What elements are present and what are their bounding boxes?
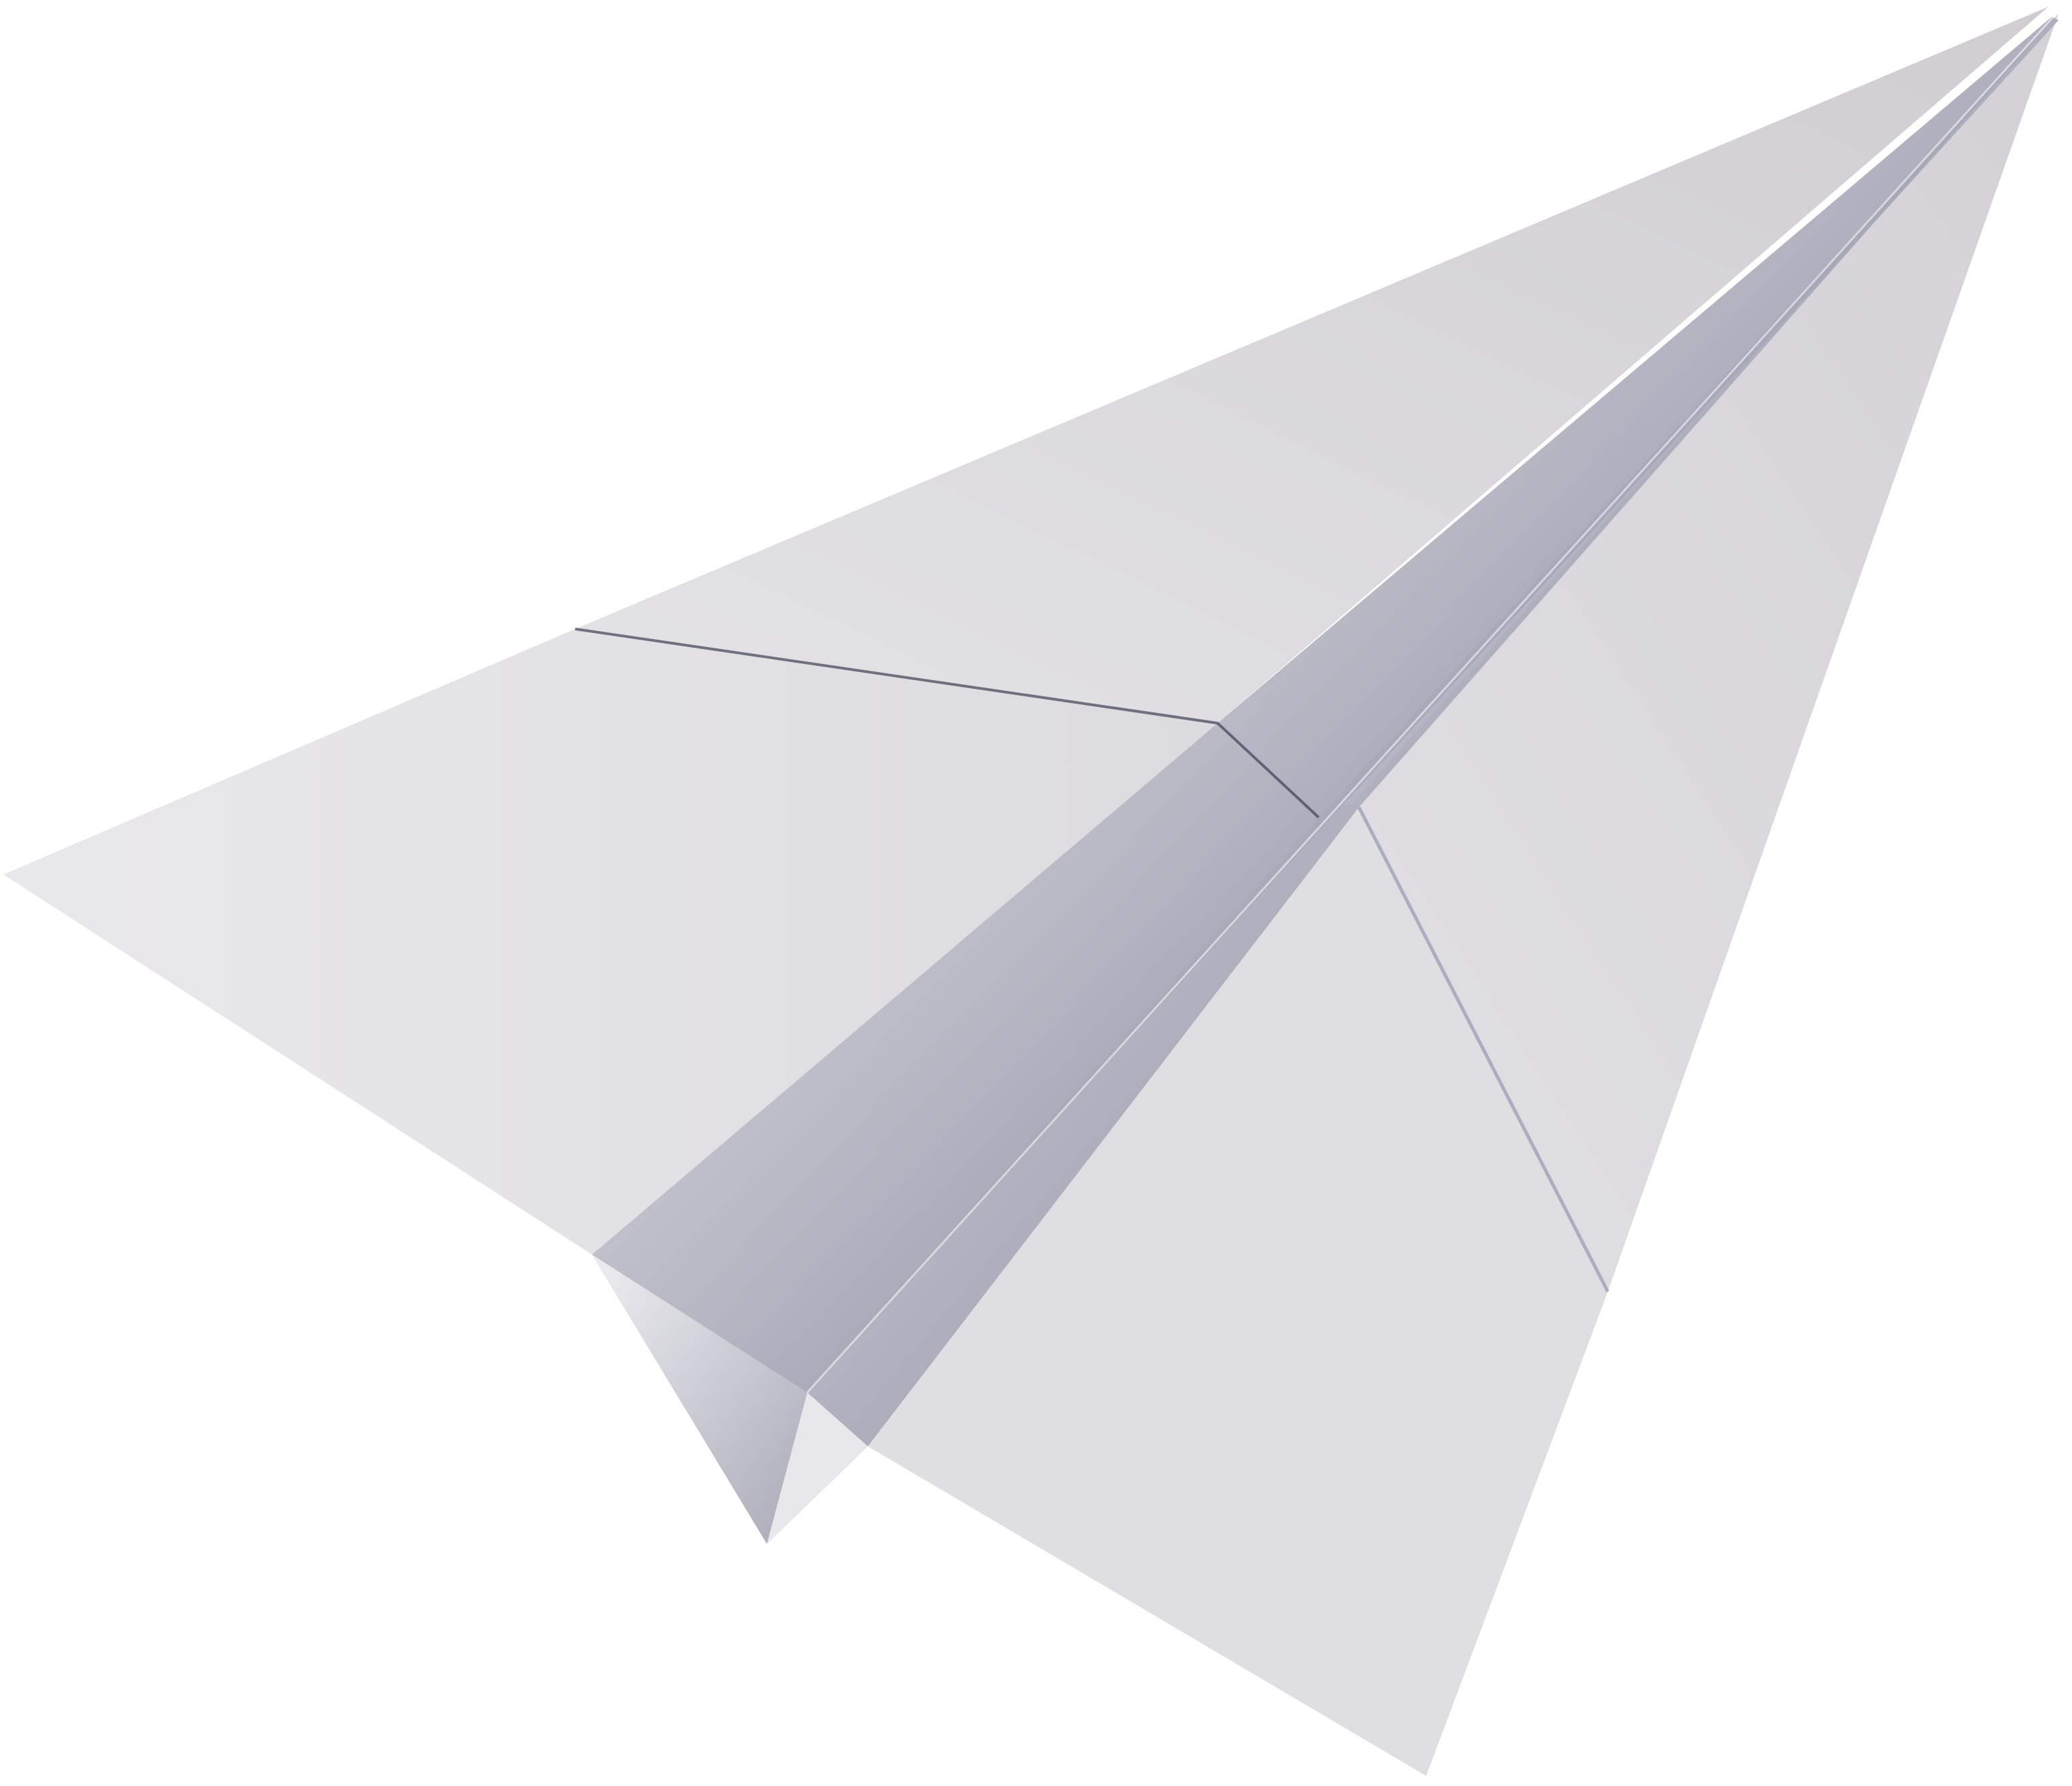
keel-fold <box>592 17 2059 1544</box>
under-keel-shadow <box>767 1392 868 1544</box>
top-wing <box>575 7 2048 723</box>
under-keel <box>592 1255 807 1544</box>
left-wing <box>3 629 1218 1255</box>
keel-crease-line <box>806 13 2057 1394</box>
right-wing-fold-line <box>1357 806 1610 1293</box>
top-wing-fold-line <box>575 628 1320 819</box>
right-wing-lower <box>807 807 1608 1776</box>
right-wing <box>1224 13 2059 1292</box>
keel-inner-fold <box>767 15 2057 1544</box>
